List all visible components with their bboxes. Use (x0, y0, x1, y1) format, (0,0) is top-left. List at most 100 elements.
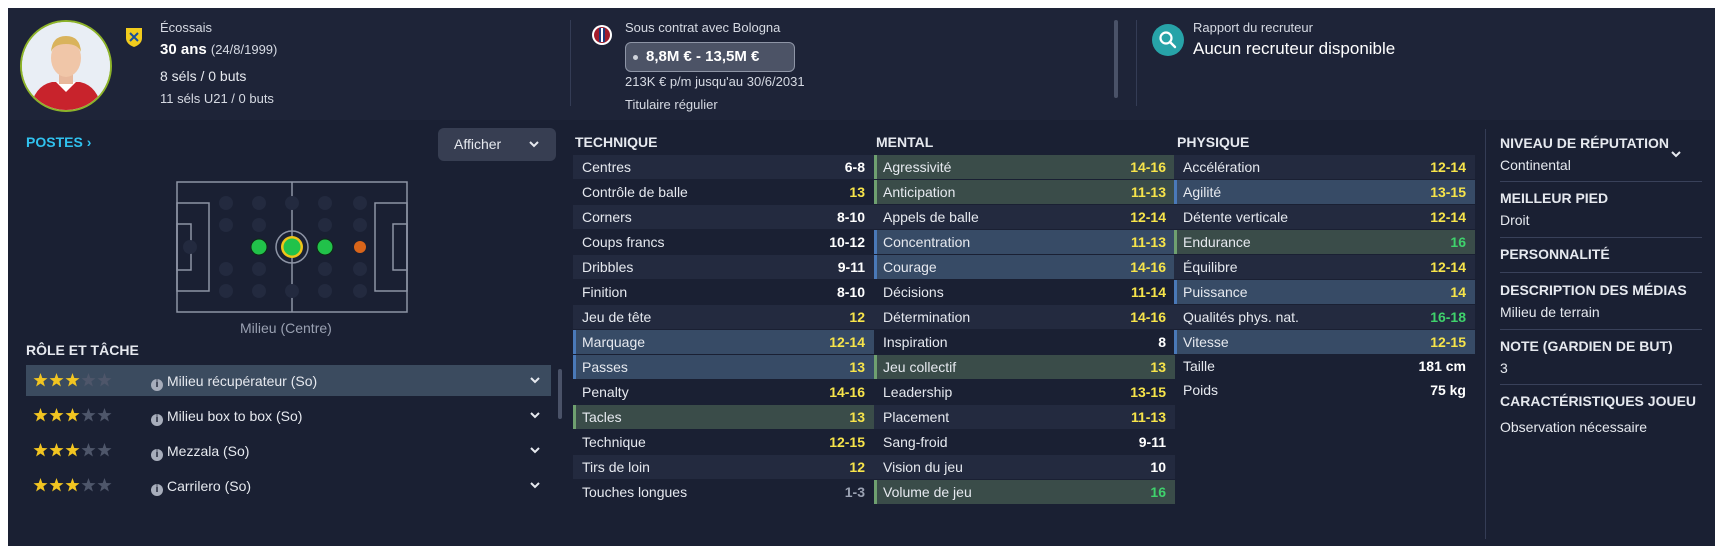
attr-value: 12-14 (829, 334, 865, 350)
technique-attr-row[interactable]: Penalty 14-16 (573, 380, 874, 404)
mental-attr-row[interactable]: Détermination 14-16 (874, 305, 1175, 329)
technique-attr-row[interactable]: Finition 8-10 (573, 280, 874, 304)
show-dropdown-button[interactable]: Afficher (438, 128, 556, 161)
physique-attr-row[interactable]: Qualités phys. nat. 16-18 (1174, 305, 1475, 329)
technique-attr-row[interactable]: Technique 12-15 (573, 430, 874, 454)
attr-name: Appels de balle (883, 209, 979, 225)
info-icon[interactable]: i (151, 414, 163, 426)
technique-attr-row[interactable]: Jeu de tête 12 (573, 305, 874, 329)
info-icon[interactable]: i (151, 449, 163, 461)
info-icon[interactable]: i (151, 484, 163, 496)
chevron-down-icon[interactable] (529, 374, 541, 386)
media-description-title: DESCRIPTION DES MÉDIAS (1500, 282, 1687, 298)
positions-link[interactable]: POSTES › (26, 134, 91, 150)
role-label: Milieu box to box (So) (167, 408, 303, 424)
chevron-down-icon (529, 141, 539, 148)
chevron-down-icon[interactable] (1670, 149, 1682, 159)
mental-attr-row[interactable]: Vision du jeu 10 (874, 455, 1175, 479)
mental-attr-row[interactable]: Placement 11-13 (874, 405, 1175, 429)
attr-value: 12-15 (1430, 334, 1466, 350)
chevron-down-icon[interactable] (529, 444, 541, 456)
physique-attr-row[interactable]: Agilité 13-15 (1174, 180, 1475, 204)
attr-name: Finition (582, 284, 628, 300)
physique-attr-row[interactable]: Puissance 14 (1174, 280, 1475, 304)
scout-report-label: Rapport du recruteur (1193, 20, 1313, 35)
technique-attr-row[interactable]: Touches longues 1-3 (573, 480, 874, 504)
header-divider (1136, 20, 1137, 106)
technique-attr-row[interactable]: Coups francs 10-12 (573, 230, 874, 254)
role-rating-stars (33, 478, 112, 492)
mental-attr-row[interactable]: Anticipation 11-13 (874, 180, 1175, 204)
attr-name: Anticipation (883, 184, 956, 200)
attr-value: 11-13 (1130, 409, 1166, 425)
technique-attr-row[interactable]: Tacles 13 (573, 405, 874, 429)
role-row-3[interactable]: i Carrilero (So) (26, 470, 551, 501)
attr-value: 10 (1150, 459, 1166, 475)
role-rating-stars (33, 408, 112, 422)
age-text: 30 ans (160, 41, 207, 58)
chevron-down-icon[interactable] (529, 479, 541, 491)
attr-name: Centres (582, 159, 632, 175)
attr-name: Jeu de tête (582, 309, 652, 325)
attr-value: 11-13 (1130, 234, 1166, 250)
transfer-value-badge[interactable]: 8,8M € - 13,5M € (625, 42, 795, 72)
mental-attr-row[interactable]: Jeu collectif 13 (874, 355, 1175, 379)
role-name: i Mezzala (So) (151, 443, 249, 461)
attr-name: Équilibre (1183, 259, 1238, 275)
attr-value: 14-16 (1130, 159, 1166, 175)
attr-value: 8-10 (836, 284, 865, 300)
mental-attr-row[interactable]: Décisions 11-14 (874, 280, 1175, 304)
role-label: Carrilero (So) (167, 478, 252, 494)
technique-attr-row[interactable]: Contrôle de balle 13 (573, 180, 874, 204)
info-separator (1500, 181, 1702, 182)
mental-attr-row[interactable]: Agressivité 14-16 (874, 155, 1175, 179)
height-label: Taille (1183, 358, 1215, 374)
info-separator (1500, 329, 1702, 330)
mental-attr-row[interactable]: Concentration 11-13 (874, 230, 1175, 254)
attr-name: Dribbles (582, 259, 634, 275)
height-value: 181 cm (1418, 358, 1466, 374)
attr-name: Inspiration (883, 334, 948, 350)
player-traits-title: CARACTÉRISTIQUES JOUEU (1500, 393, 1697, 409)
player-header: Écossais 30 ans (24/8/1999) 8 séls / 0 b… (8, 8, 1715, 120)
role-row-1[interactable]: i Milieu box to box (So) (26, 400, 551, 431)
mental-attr-row[interactable]: Leadership 13-15 (874, 380, 1175, 404)
technique-attr-row[interactable]: Tirs de loin 12 (573, 455, 874, 479)
info-separator (1500, 384, 1702, 385)
caps-text: 8 séls / 0 buts (160, 68, 247, 84)
mental-attr-row[interactable]: Courage 14-16 (874, 255, 1175, 279)
attr-name: Puissance (1183, 284, 1248, 300)
player-traits-value: Observation nécessaire (1500, 419, 1648, 435)
squad-status-text: Titulaire régulier (625, 97, 718, 112)
attr-value: 12 (849, 459, 865, 475)
header-scrollbar[interactable] (1114, 20, 1118, 98)
mental-attr-row[interactable]: Volume de jeu 16 (874, 480, 1175, 504)
physique-attr-row[interactable]: Vitesse 12-15 (1174, 330, 1475, 354)
technique-attr-row[interactable]: Marquage 12-14 (573, 330, 874, 354)
reputation-value: Continental (1500, 157, 1571, 173)
attr-name: Concentration (883, 234, 971, 250)
mental-attr-row[interactable]: Appels de balle 12-14 (874, 205, 1175, 229)
physique-attr-row[interactable]: Détente verticale 12-14 (1174, 205, 1475, 229)
attr-value: 14 (1450, 284, 1466, 300)
mental-attr-row[interactable]: Sang-froid 9-11 (874, 430, 1175, 454)
scout-search-button[interactable] (1152, 24, 1184, 56)
attr-value: 12-14 (1430, 209, 1466, 225)
attr-name: Endurance (1183, 234, 1251, 250)
technique-attr-row[interactable]: Dribbles 9-11 (573, 255, 874, 279)
mental-attr-row[interactable]: Inspiration 8 (874, 330, 1175, 354)
role-row-2[interactable]: i Mezzala (So) (26, 435, 551, 466)
physique-attr-row[interactable]: Équilibre 12-14 (1174, 255, 1475, 279)
chevron-down-icon[interactable] (529, 409, 541, 421)
attr-value: 1-3 (844, 484, 865, 500)
info-icon[interactable]: i (151, 379, 163, 391)
attr-value: 13-15 (1430, 184, 1466, 200)
attr-value: 9-11 (1138, 434, 1166, 450)
technique-attr-row[interactable]: Passes 13 (573, 355, 874, 379)
roles-scrollbar[interactable] (558, 369, 562, 419)
physique-attr-row[interactable]: Endurance 16 (1174, 230, 1475, 254)
technique-attr-row[interactable]: Centres 6-8 (573, 155, 874, 179)
technique-attr-row[interactable]: Corners 8-10 (573, 205, 874, 229)
physique-attr-row[interactable]: Accélération 12-14 (1174, 155, 1475, 179)
role-row-0[interactable]: i Milieu récupérateur (So) (26, 365, 551, 396)
